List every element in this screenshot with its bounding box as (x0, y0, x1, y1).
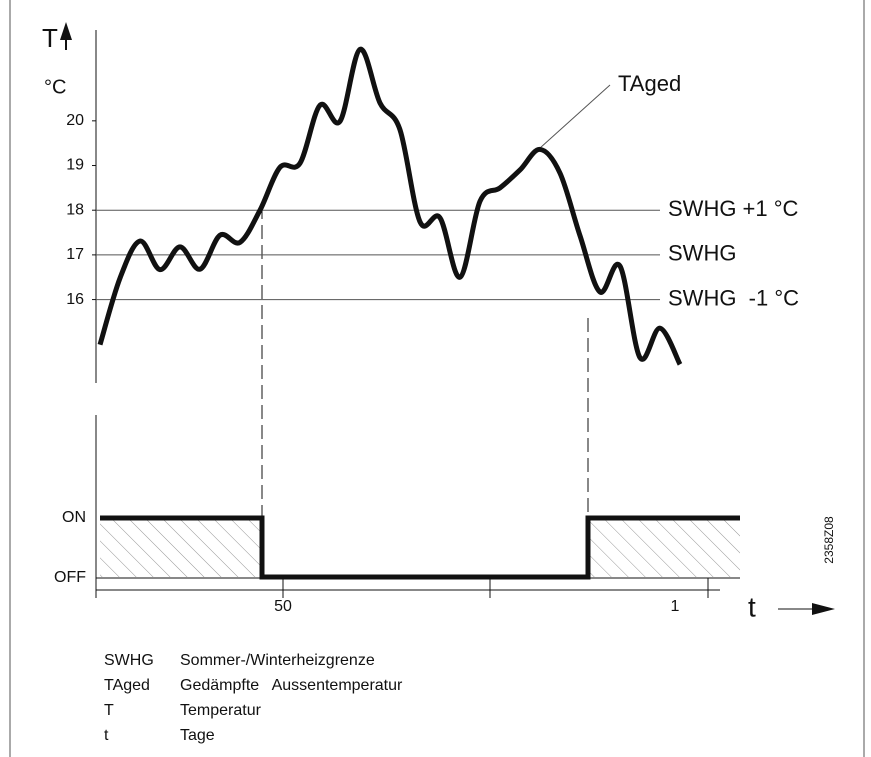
legend: SWHG Sommer-/Winterheizgrenze TAged Gedämpf… (104, 652, 403, 744)
leader-line (539, 84, 611, 149)
y-tick-label: 20 (66, 112, 84, 129)
x-tick-label: 1 (671, 598, 680, 615)
y-unit: °C (44, 76, 66, 98)
legend-key: T (104, 702, 114, 719)
curve (97, 46, 683, 366)
legend-key: t (104, 727, 109, 744)
y-label: T (42, 23, 58, 53)
legend-text: Tage (180, 727, 215, 744)
y-tick-label: 19 (66, 157, 84, 174)
legend-text: Sommer-/Winterheizgrenze (180, 652, 375, 669)
arrow (60, 22, 72, 40)
y-tick-label: 16 (66, 291, 84, 308)
legend-text: Temperatur (180, 702, 262, 719)
y-tick-label: 18 (66, 201, 84, 218)
on-label: ON (62, 509, 86, 526)
series-label: TAged (618, 71, 681, 96)
legend-key: TAged (104, 677, 150, 694)
hatch (588, 519, 740, 577)
x-tick-label: 50 (274, 598, 292, 615)
off-label: OFF (54, 569, 86, 586)
reference-label: SWHG (668, 241, 736, 266)
legend-key: SWHG (104, 652, 154, 669)
hatch (100, 519, 262, 577)
legend-text: Gedämpfte Aussentemperatur (180, 677, 403, 694)
arrow (812, 603, 835, 615)
switch-signal (100, 515, 740, 580)
reference-label: SWHG +1 °C (668, 196, 799, 221)
code: 2358Z08 (822, 516, 836, 564)
y-tick-label: 17 (66, 246, 84, 263)
reference-label: SWHG -1 °C (668, 285, 799, 310)
x-label: t (748, 591, 756, 622)
